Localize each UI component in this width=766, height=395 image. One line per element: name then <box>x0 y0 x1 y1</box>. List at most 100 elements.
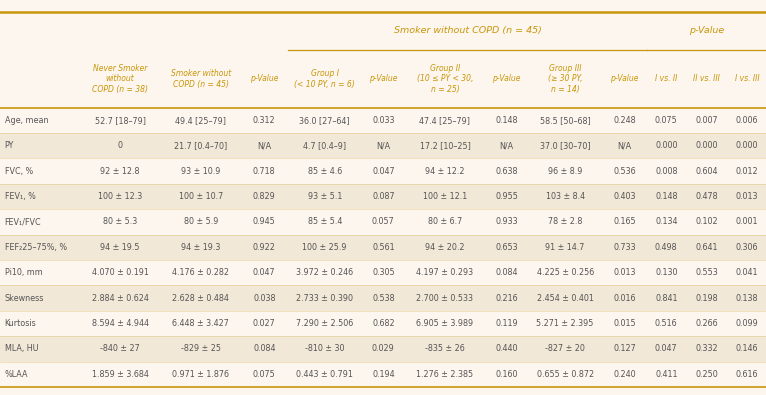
Text: Smoker without COPD (n = 45): Smoker without COPD (n = 45) <box>394 26 542 36</box>
Text: 2.628 ± 0.484: 2.628 ± 0.484 <box>172 293 229 303</box>
Text: 0.008: 0.008 <box>655 167 678 175</box>
Text: 96 ± 8.9: 96 ± 8.9 <box>548 167 582 175</box>
Text: 0.134: 0.134 <box>655 217 678 226</box>
Text: 0.718: 0.718 <box>253 167 276 175</box>
Text: 0: 0 <box>118 141 123 150</box>
Text: 0.638: 0.638 <box>496 167 518 175</box>
Bar <box>0 133 766 158</box>
Text: 0.553: 0.553 <box>696 268 718 277</box>
Text: 0.127: 0.127 <box>613 344 636 354</box>
Text: 2.884 ± 0.624: 2.884 ± 0.624 <box>92 293 149 303</box>
Text: 0.146: 0.146 <box>735 344 758 354</box>
Text: 2.733 ± 0.390: 2.733 ± 0.390 <box>296 293 353 303</box>
Text: 4.225 ± 0.256: 4.225 ± 0.256 <box>536 268 594 277</box>
Text: 0.099: 0.099 <box>735 319 758 328</box>
Text: 0.047: 0.047 <box>655 344 678 354</box>
Text: p-Value: p-Value <box>493 74 521 83</box>
Text: 0.160: 0.160 <box>496 370 518 379</box>
Text: 0.087: 0.087 <box>372 192 394 201</box>
Bar <box>0 260 766 286</box>
Text: 0.075: 0.075 <box>655 116 678 125</box>
Text: 0.616: 0.616 <box>735 370 758 379</box>
Text: 0.000: 0.000 <box>735 141 758 150</box>
Text: PY: PY <box>5 141 14 150</box>
Text: 0.006: 0.006 <box>735 116 758 125</box>
Text: 80 ± 5.9: 80 ± 5.9 <box>184 217 218 226</box>
Text: 0.332: 0.332 <box>696 344 718 354</box>
Text: 0.029: 0.029 <box>372 344 394 354</box>
Text: 47.4 [25–79]: 47.4 [25–79] <box>420 116 470 125</box>
Text: p-Value: p-Value <box>250 74 279 83</box>
Text: FEF₂25–75%, %: FEF₂25–75%, % <box>5 243 67 252</box>
Text: 0.047: 0.047 <box>253 268 276 277</box>
Text: I vs. II: I vs. II <box>655 74 677 83</box>
Text: 0.007: 0.007 <box>696 116 718 125</box>
Text: -810 ± 30: -810 ± 30 <box>305 344 345 354</box>
Text: 80 ± 6.7: 80 ± 6.7 <box>428 217 462 226</box>
Text: 4.176 ± 0.282: 4.176 ± 0.282 <box>172 268 229 277</box>
Text: 6.905 ± 3.989: 6.905 ± 3.989 <box>417 319 473 328</box>
Bar <box>0 184 766 209</box>
Text: 0.015: 0.015 <box>614 319 636 328</box>
Text: 0.194: 0.194 <box>372 370 394 379</box>
Text: MLA, HU: MLA, HU <box>5 344 38 354</box>
Bar <box>0 311 766 336</box>
Text: 3.972 ± 0.246: 3.972 ± 0.246 <box>296 268 353 277</box>
Text: 91 ± 14.7: 91 ± 14.7 <box>545 243 585 252</box>
Text: 0.084: 0.084 <box>496 268 518 277</box>
Text: 100 ± 12.1: 100 ± 12.1 <box>423 192 467 201</box>
Text: 100 ± 25.9: 100 ± 25.9 <box>303 243 347 252</box>
Text: 0.102: 0.102 <box>696 217 718 226</box>
Text: 0.443 ± 0.791: 0.443 ± 0.791 <box>296 370 353 379</box>
Text: 93 ± 5.1: 93 ± 5.1 <box>307 192 342 201</box>
Text: N/A: N/A <box>257 141 271 150</box>
Text: 0.000: 0.000 <box>655 141 678 150</box>
Text: 0.165: 0.165 <box>614 217 636 226</box>
Text: 0.216: 0.216 <box>495 293 518 303</box>
Text: 92 ± 12.8: 92 ± 12.8 <box>100 167 140 175</box>
Text: FEV₁, %: FEV₁, % <box>5 192 35 201</box>
Text: 0.561: 0.561 <box>372 243 394 252</box>
Text: 49.4 [25–79]: 49.4 [25–79] <box>175 116 226 125</box>
Text: 21.7 [0.4–70]: 21.7 [0.4–70] <box>174 141 228 150</box>
Text: 4.070 ± 0.191: 4.070 ± 0.191 <box>92 268 149 277</box>
Bar <box>0 107 766 133</box>
Text: 0.682: 0.682 <box>372 319 394 328</box>
Bar <box>0 235 766 260</box>
Text: 0.013: 0.013 <box>735 192 758 201</box>
Text: 0.478: 0.478 <box>696 192 718 201</box>
Text: 1.276 ± 2.385: 1.276 ± 2.385 <box>417 370 473 379</box>
Text: %LAA: %LAA <box>5 370 28 379</box>
Text: 0.041: 0.041 <box>735 268 758 277</box>
Text: 17.2 [10–25]: 17.2 [10–25] <box>420 141 470 150</box>
Text: 36.0 [27–64]: 36.0 [27–64] <box>300 116 350 125</box>
Text: 0.945: 0.945 <box>253 217 276 226</box>
Text: -827 ± 20: -827 ± 20 <box>545 344 585 354</box>
Bar <box>0 158 766 184</box>
Text: N/A: N/A <box>617 141 632 150</box>
Text: FVC, %: FVC, % <box>5 167 33 175</box>
Text: 0.536: 0.536 <box>614 167 636 175</box>
Text: 0.312: 0.312 <box>253 116 276 125</box>
Text: 100 ± 10.7: 100 ± 10.7 <box>178 192 223 201</box>
Text: 0.012: 0.012 <box>735 167 758 175</box>
Text: 5.271 ± 2.395: 5.271 ± 2.395 <box>536 319 594 328</box>
Text: 93 ± 10.9: 93 ± 10.9 <box>181 167 221 175</box>
Bar <box>0 336 766 362</box>
Text: 0.604: 0.604 <box>696 167 718 175</box>
Text: Pi10, mm: Pi10, mm <box>5 268 42 277</box>
Text: 0.733: 0.733 <box>614 243 636 252</box>
Text: 0.266: 0.266 <box>696 319 718 328</box>
Text: 0.516: 0.516 <box>655 319 678 328</box>
Text: 0.641: 0.641 <box>696 243 718 252</box>
Text: 0.027: 0.027 <box>253 319 276 328</box>
Text: N/A: N/A <box>499 141 513 150</box>
Text: 0.119: 0.119 <box>495 319 518 328</box>
Text: 85 ± 4.6: 85 ± 4.6 <box>308 167 342 175</box>
Text: -835 ± 26: -835 ± 26 <box>425 344 465 354</box>
Text: FEV₁/FVC: FEV₁/FVC <box>5 217 41 226</box>
Text: -829 ± 25: -829 ± 25 <box>181 344 221 354</box>
Text: 52.7 [18–79]: 52.7 [18–79] <box>95 116 146 125</box>
Text: 94 ± 19.3: 94 ± 19.3 <box>181 243 221 252</box>
Text: 37.0 [30–70]: 37.0 [30–70] <box>540 141 591 150</box>
